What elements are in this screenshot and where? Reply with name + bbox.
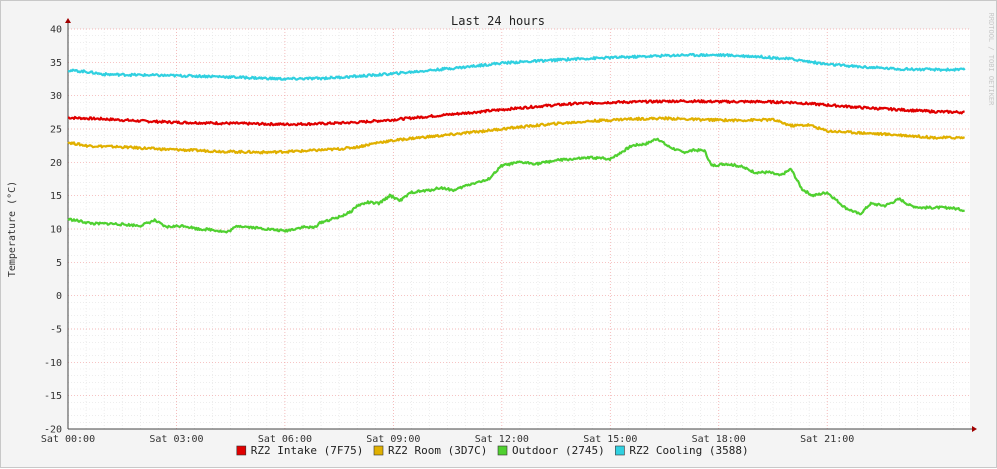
y-axis-label: Temperature (°C): [7, 181, 18, 277]
legend: RZ2 Intake (7F75) RZ2 Room (3D7C) Outdoor …: [236, 444, 749, 457]
rrdtool-watermark: RRDTOOL / TOBI OETIKER: [987, 13, 995, 107]
y-axis-arrow: [65, 18, 71, 23]
legend-label-rz2-room-3d7c: RZ2 Room (3D7C): [388, 444, 487, 457]
x-axis-arrow: [972, 426, 977, 432]
grid: [67, 28, 970, 430]
y-tick-label: -5: [50, 325, 62, 336]
legend-label-rz2-intake-7f75: RZ2 Intake (7F75): [251, 444, 364, 457]
x-tick-label: Sat 00:00: [41, 434, 95, 445]
legend-swatch-rz2-intake-7f75: [236, 445, 247, 456]
x-tick-label: Sat 18:00: [692, 434, 746, 445]
legend-swatch-outdoor-2745: [497, 445, 508, 456]
y-tick-label: 15: [50, 191, 62, 202]
y-tick-label: 0: [56, 291, 62, 302]
y-tick-label: -15: [44, 391, 62, 402]
series-lines: [67, 52, 966, 234]
series-line-outdoor-2745: [67, 137, 966, 234]
x-tick-label: Sat 12:00: [475, 434, 529, 445]
y-tick-label: 40: [50, 25, 62, 36]
y-tick-label: -10: [44, 358, 62, 369]
chart-title: Last 24 hours: [451, 14, 545, 28]
y-tick-label: -20: [44, 425, 62, 436]
x-tick-label: Sat 15:00: [583, 434, 637, 445]
y-tick-label: 30: [50, 91, 62, 102]
x-tick-label: Sat 09:00: [366, 434, 420, 445]
legend-label-outdoor-2745: Outdoor (2745): [512, 444, 605, 457]
x-tick-label: Sat 21:00: [800, 434, 854, 445]
legend-swatch-rz2-room-3d7c: [373, 445, 384, 456]
y-tick-label: 35: [50, 58, 62, 69]
x-tick-label: Sat 06:00: [258, 434, 312, 445]
y-tick-label: 5: [56, 258, 62, 269]
y-tick-label: 10: [50, 225, 62, 236]
series-line-rz2-room-3d7c: [67, 116, 966, 155]
y-tick-label: 25: [50, 125, 62, 136]
y-tick-label: 20: [50, 158, 62, 169]
legend-swatch-rz2-cooling-3588: [615, 445, 625, 456]
series-line-rz2-intake-7f75: [67, 98, 965, 127]
x-tick-label: Sat 03:00: [149, 434, 203, 445]
legend-label-rz2-cooling-3588: RZ2 Cooling (3588): [629, 444, 748, 457]
series-line-rz2-cooling-3588: [67, 52, 966, 81]
